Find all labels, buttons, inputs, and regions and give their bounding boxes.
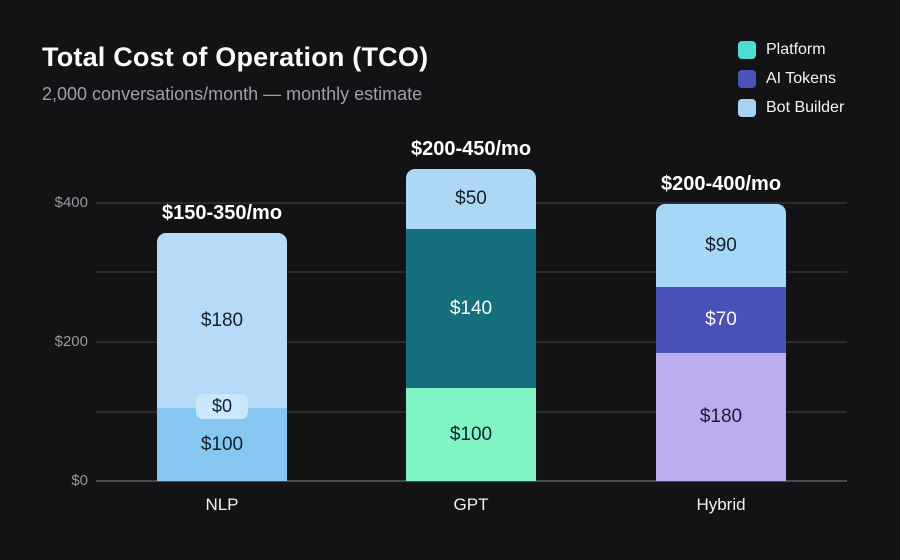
- y-tick-400: $400: [54, 194, 88, 211]
- bar-hybrid: $200-400/mo $180 $70 $90: [656, 173, 786, 481]
- stacked-bar: $100 $140 $50: [406, 169, 536, 481]
- segment-platform: $180: [656, 353, 786, 481]
- legend-item-bot-builder: Bot Builder: [738, 99, 844, 117]
- range-label: $200-400/mo: [660, 173, 782, 195]
- x-axis-line: [96, 480, 847, 482]
- x-label-nlp: NLP: [205, 495, 239, 514]
- x-label-hybrid: Hybrid: [696, 495, 746, 514]
- segment-platform: $100: [406, 388, 536, 481]
- bar-gpt: $200-450/mo $100 $140 $50: [406, 138, 536, 481]
- segment-bot-builder: $90: [656, 204, 786, 287]
- segment-platform: $100: [157, 408, 287, 481]
- legend-item-ai-tokens: AI Tokens: [738, 70, 844, 88]
- legend-label: AI Tokens: [766, 70, 836, 87]
- stacked-bar: $180 $70 $90: [656, 204, 786, 481]
- legend-label: Bot Builder: [766, 99, 845, 116]
- legend: Platform AI Tokens Bot Builder: [738, 41, 844, 117]
- bot-builder-swatch-icon: [738, 99, 756, 117]
- y-tick-0: $0: [71, 472, 88, 489]
- bar-nlp: $150-350/mo $100 $0 $180: [157, 202, 287, 481]
- chart-title: Total Cost of Operation (TCO): [42, 42, 429, 72]
- range-label: $150-350/mo: [161, 202, 283, 224]
- segment-ai-tokens: $70: [656, 287, 786, 353]
- segment-bot-builder: $180: [157, 233, 287, 408]
- ai-tokens-swatch-icon: [738, 70, 756, 88]
- segment-ai-tokens: $140: [406, 229, 536, 388]
- x-label-gpt: GPT: [453, 495, 489, 514]
- y-tick-200: $200: [54, 333, 88, 350]
- range-label: $200-450/mo: [410, 138, 532, 160]
- legend-item-platform: Platform: [738, 41, 844, 59]
- segment-ai-tokens-zero-chip: $0: [196, 394, 248, 419]
- legend-label: Platform: [766, 41, 826, 58]
- stacked-bar: $100 $0 $180: [157, 233, 287, 481]
- platform-swatch-icon: [738, 41, 756, 59]
- segment-bot-builder: $50: [406, 169, 536, 229]
- chart-subtitle: 2,000 conversations/month — monthly esti…: [42, 84, 423, 104]
